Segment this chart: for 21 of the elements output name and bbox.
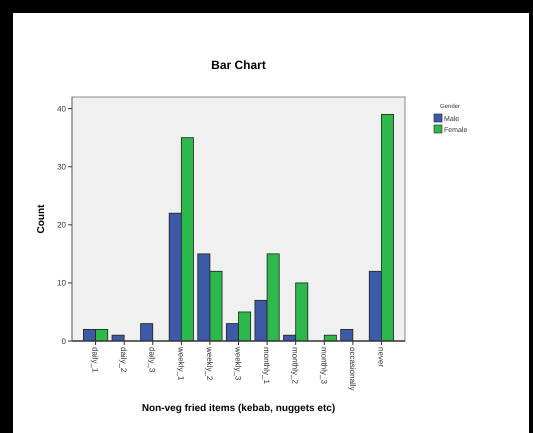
x-axis-title: Non-veg fried items (kebab, nuggets etc) [142, 403, 336, 414]
x-tick-label: monthly_2 [290, 347, 300, 384]
x-tick-label: daily_3 [148, 347, 157, 373]
x-tick-label: monthly_3 [319, 347, 328, 384]
x-tick-label: weekly_3 [234, 346, 242, 381]
y-tick-label: 0 [62, 336, 67, 346]
x-tick-label: daily_1 [90, 347, 100, 373]
x-tick-label: monthly_1 [262, 347, 272, 384]
x-tick-label: weekly_1 [176, 346, 186, 381]
y-tick-label: 40 [57, 104, 67, 114]
y-tick-label: 20 [57, 220, 67, 230]
x-tick-label: weekly_2 [204, 346, 214, 381]
y-tick-label: 30 [57, 162, 67, 172]
x-tick-label: never [376, 347, 386, 368]
chart-title: Bar Chart [211, 58, 266, 72]
y-axis-title: Count [36, 204, 47, 234]
bar [340, 328, 354, 342]
y-tick-label: 10 [57, 278, 67, 288]
bar [140, 323, 154, 342]
x-tick-label: daily_2 [119, 347, 128, 373]
x-tick-label: occasionally [348, 347, 357, 391]
